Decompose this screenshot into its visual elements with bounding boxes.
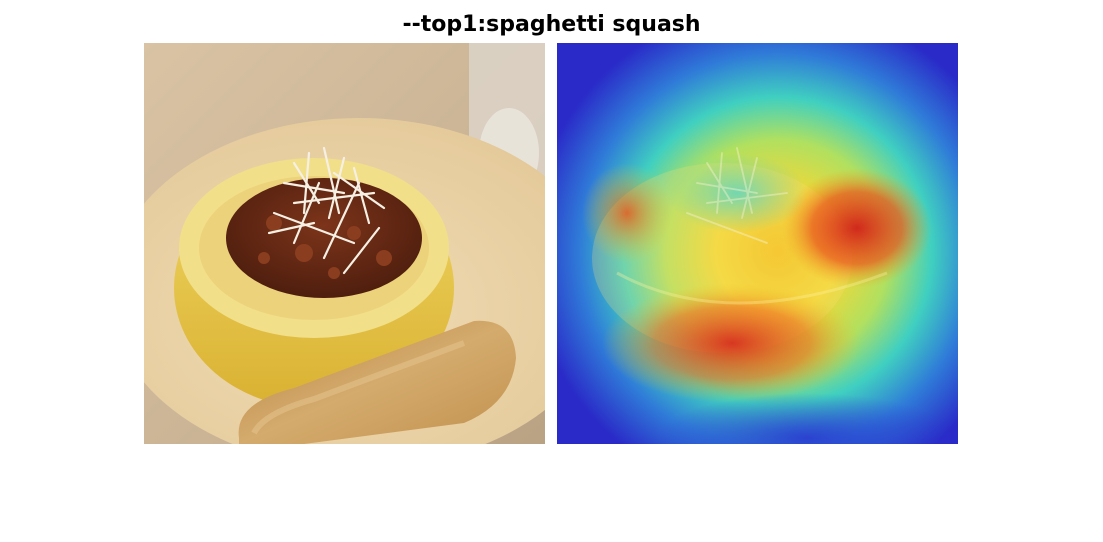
heatmap-overlay xyxy=(557,43,958,444)
figure-title: --top1:spaghetti squash xyxy=(402,12,701,37)
original-photo xyxy=(144,43,545,444)
original-photo-drawing xyxy=(144,43,545,444)
heatmap-overlay-drawing xyxy=(557,43,958,444)
